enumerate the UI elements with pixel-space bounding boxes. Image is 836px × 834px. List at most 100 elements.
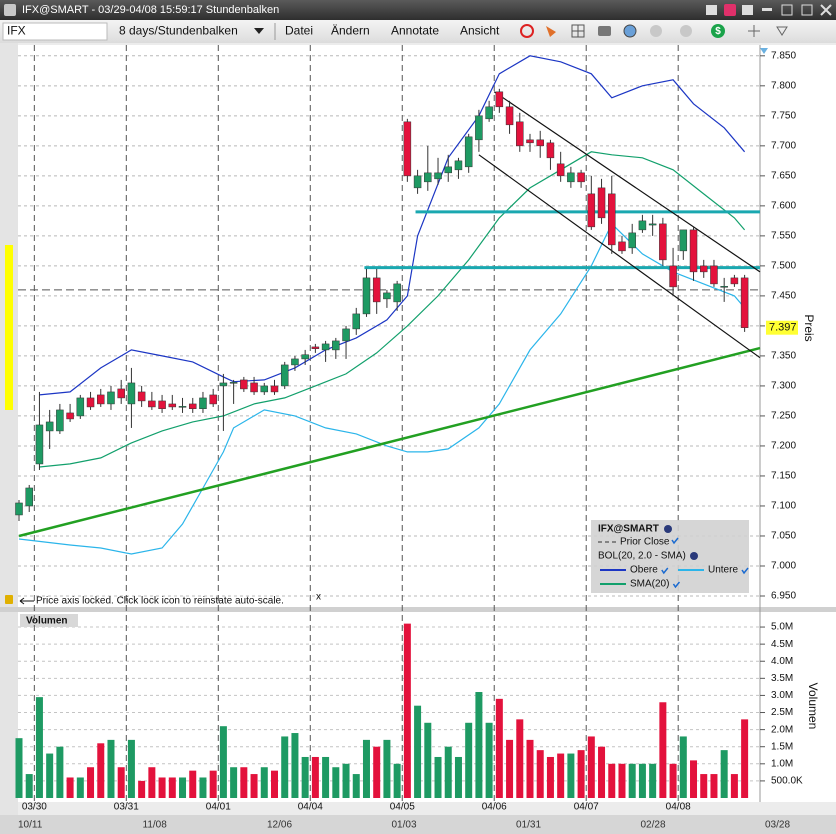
candle-body xyxy=(546,142,555,159)
volume-bar xyxy=(66,777,74,798)
volume-bar xyxy=(46,753,54,798)
panel-separator xyxy=(0,607,836,612)
volume-bar xyxy=(649,763,657,798)
volume-bar xyxy=(322,756,330,798)
candle-body xyxy=(311,346,320,349)
candle-body xyxy=(148,400,156,408)
y-tick-label: 3.5M xyxy=(771,673,793,684)
volume-bar xyxy=(444,746,452,798)
y-tick-label: 7.750 xyxy=(771,110,796,121)
volume-bar xyxy=(281,736,289,798)
candle-body xyxy=(403,121,412,177)
candle-body xyxy=(250,382,258,393)
candle-body xyxy=(321,343,330,351)
y-tick-label: 7.250 xyxy=(771,411,796,422)
overlay-line xyxy=(18,222,746,555)
candle-body xyxy=(597,187,606,219)
dropdown-arrow[interactable] xyxy=(254,28,264,34)
candle-body xyxy=(56,409,64,432)
legend-check[interactable] xyxy=(672,581,681,589)
candle-body xyxy=(556,163,565,177)
candle-body xyxy=(15,502,23,516)
candle-body xyxy=(260,385,269,393)
y-tick-label: 500.0K xyxy=(771,776,803,787)
volume-bar xyxy=(76,777,84,798)
volume-bar xyxy=(168,777,176,798)
notice-arrow xyxy=(19,597,34,605)
volume-bar xyxy=(97,743,105,798)
navigator-label: 10/11 xyxy=(18,820,43,831)
menu-item[interactable]: Datei xyxy=(285,24,313,38)
candle-body xyxy=(76,397,85,417)
volume-bar xyxy=(362,739,370,798)
y-tick-label: 7.700 xyxy=(771,140,796,151)
legend-label: SMA(20) xyxy=(630,579,669,590)
y-tick-label: 4.0M xyxy=(771,656,793,667)
volume-bar xyxy=(250,774,258,798)
volume-bar xyxy=(526,739,534,798)
volume-bar xyxy=(618,763,626,798)
notice-close[interactable]: x xyxy=(316,592,321,603)
y-tick-label: 1.0M xyxy=(771,758,793,769)
volume-bar xyxy=(138,780,146,798)
candle-body xyxy=(475,115,483,141)
volume-bar xyxy=(35,697,43,798)
candle-body xyxy=(209,394,217,405)
volume-bar xyxy=(393,763,401,798)
y-tick-label: 7.600 xyxy=(771,200,796,211)
candle-body xyxy=(301,354,309,360)
overlay-line xyxy=(39,151,746,468)
volume-bar xyxy=(638,763,646,798)
app-icon xyxy=(4,4,16,16)
left-strip xyxy=(0,43,18,834)
volume-bar xyxy=(230,767,238,798)
candle-body xyxy=(280,364,289,387)
last-price-tag xyxy=(766,320,798,335)
volume-bar xyxy=(25,774,33,798)
candle-body xyxy=(137,391,146,402)
menu-item[interactable]: Annotate xyxy=(391,24,439,38)
candle-body xyxy=(229,382,238,384)
lock-icon[interactable] xyxy=(5,595,13,604)
navigator[interactable] xyxy=(0,815,836,834)
menu-item[interactable]: Ändern xyxy=(331,24,370,38)
candle-body xyxy=(577,172,585,183)
volume-bar xyxy=(587,736,595,798)
toolbar-icons[interactable]: $ xyxy=(520,24,788,38)
volume-bar xyxy=(260,767,268,798)
candle-body xyxy=(485,106,493,120)
navigator-label: 01/03 xyxy=(392,820,417,831)
candle-body xyxy=(638,220,647,231)
volume-bar xyxy=(475,692,483,798)
candle-body xyxy=(454,160,463,171)
candle-body xyxy=(516,121,524,147)
candle-body xyxy=(35,424,44,465)
legend-icons[interactable] xyxy=(664,525,698,560)
volume-bar xyxy=(301,756,309,798)
candle-body xyxy=(424,172,432,183)
legend-title: IFX@SMART xyxy=(598,524,659,535)
symbol-input[interactable] xyxy=(2,22,108,41)
legend-check[interactable] xyxy=(661,567,669,575)
candle-body xyxy=(587,193,596,228)
menu-item[interactable]: Ansicht xyxy=(460,24,500,38)
candle-body xyxy=(669,265,677,288)
volume-bar xyxy=(87,767,95,798)
y-tick-label: 7.450 xyxy=(771,291,796,302)
candle-body xyxy=(332,340,340,351)
window-controls[interactable] xyxy=(706,4,832,16)
volume-bar xyxy=(219,726,227,798)
legend-check[interactable] xyxy=(741,567,749,575)
legend-prior-close: Prior Close xyxy=(620,537,670,548)
svg-text:$: $ xyxy=(715,26,721,37)
volume-bar xyxy=(271,770,278,798)
x-tick-label: 04/07 xyxy=(574,802,599,813)
volume-bar xyxy=(567,753,575,798)
candle-body xyxy=(413,175,422,189)
volume-bar xyxy=(598,746,606,798)
volume-bar xyxy=(720,750,728,798)
period-dropdown[interactable]: 8 days/Stundenbalken xyxy=(119,24,238,38)
candle-body xyxy=(699,265,708,273)
navigator-label: 03/28 xyxy=(765,820,790,831)
